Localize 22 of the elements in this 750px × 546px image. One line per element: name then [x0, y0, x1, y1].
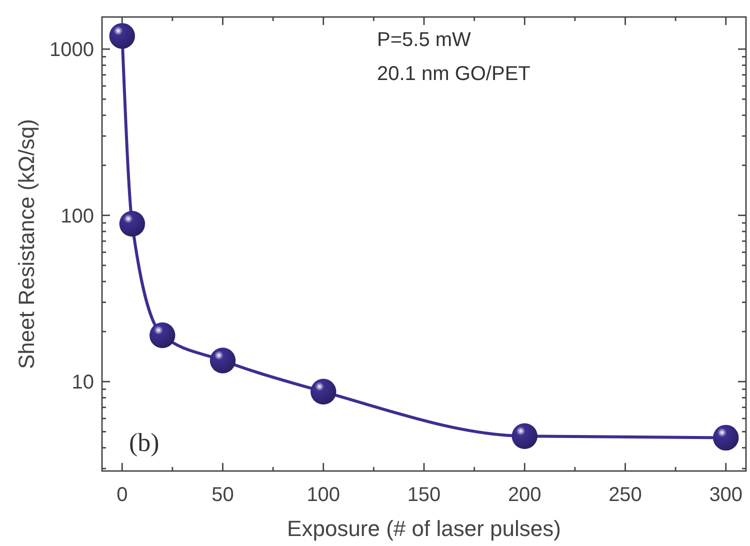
x-tick-label: 250 [608, 484, 642, 506]
x-tick-label: 0 [116, 484, 128, 506]
x-axis-title: Exposure (# of laser pulses) [287, 516, 561, 541]
point [210, 348, 236, 374]
point [150, 322, 176, 348]
annotation: (b) [129, 428, 160, 457]
annotation: 20.1 nm GO/PET [377, 63, 530, 85]
x-tick-label: 300 [709, 484, 743, 506]
annotation: P=5.5 mW [377, 29, 472, 51]
point [310, 378, 336, 405]
x-tick-label: 100 [306, 484, 340, 506]
y-tick-label: 10 [72, 372, 94, 394]
y-axis-title: Sheet Resistance (kΩ/sq) [14, 119, 39, 369]
x-tick-label: 200 [508, 484, 542, 506]
y-tick-label: 100 [60, 205, 94, 228]
point [713, 424, 739, 451]
y-tick-label: 1000 [50, 39, 94, 62]
x-tick-label: 50 [212, 484, 234, 506]
point [109, 23, 135, 49]
point [119, 210, 146, 237]
x-tick-label: 150 [407, 484, 441, 506]
point [512, 423, 538, 449]
